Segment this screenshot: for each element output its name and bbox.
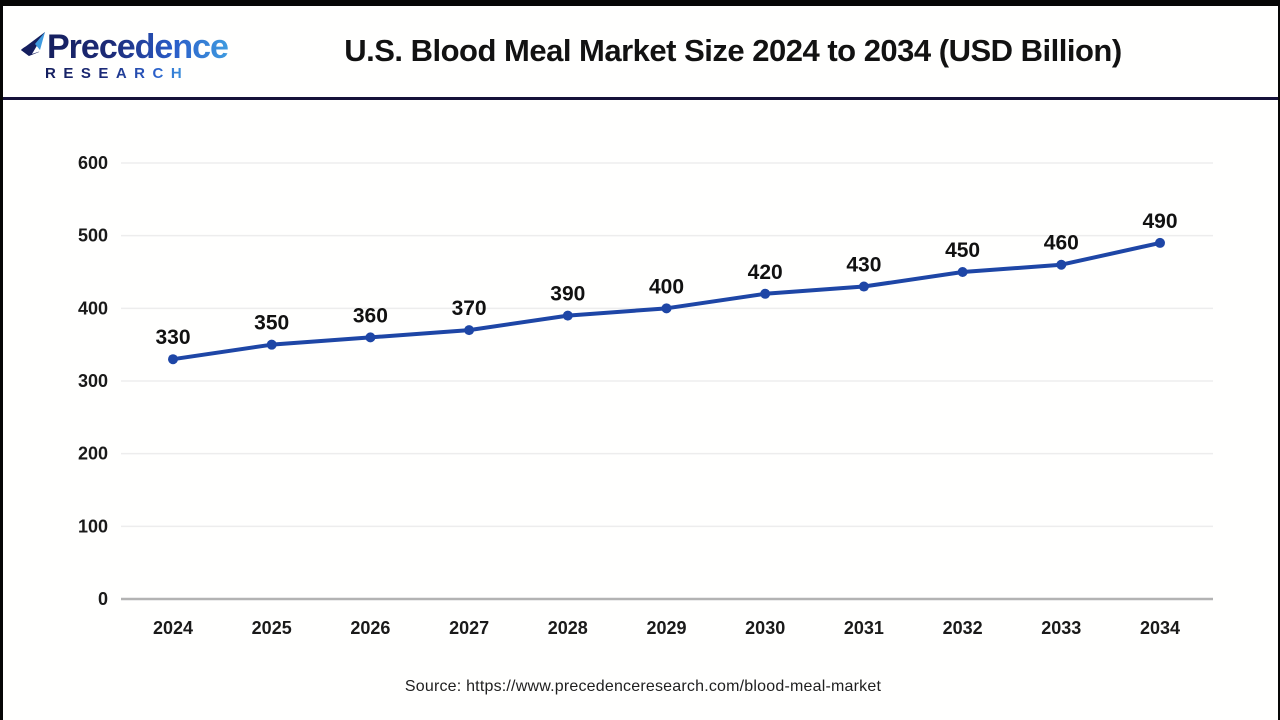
y-tick-label: 400 [78, 298, 108, 318]
x-tick-label: 2024 [153, 618, 193, 638]
x-tick-label: 2032 [943, 618, 983, 638]
x-tick-label: 2025 [252, 618, 292, 638]
data-label: 430 [846, 254, 881, 277]
data-label: 400 [649, 275, 684, 298]
precedence-logo: Precedence RESEARCH [3, 26, 229, 82]
data-label: 370 [452, 297, 487, 320]
x-tick-label: 2034 [1140, 618, 1180, 638]
data-point [1155, 237, 1165, 248]
data-point [957, 267, 968, 277]
header-divider [3, 97, 1278, 100]
source-text: Source: https://www.precedenceresearch.c… [404, 678, 882, 695]
x-tick-label: 2033 [1041, 618, 1081, 638]
y-tick-label: 500 [78, 226, 108, 246]
data-point [858, 281, 869, 292]
data-point [266, 339, 277, 350]
title-wrap: U.S. Blood Meal Market Size 2024 to 2034… [228, 34, 1278, 68]
page-title: U.S. Blood Meal Market Size 2024 to 2034… [344, 33, 1122, 69]
logo-sail-icon [21, 32, 45, 56]
x-tick-label: 2026 [350, 618, 390, 638]
data-point [760, 288, 771, 299]
logo-subtext: RESEARCH [45, 65, 190, 82]
data-point [1056, 259, 1067, 270]
data-point [168, 354, 178, 365]
x-tick-label: 2027 [449, 618, 489, 638]
header: Precedence RESEARCH U.S. Blood Meal Mark… [3, 6, 1278, 97]
data-point [661, 303, 672, 314]
data-label: 330 [155, 326, 190, 349]
data-label: 460 [1044, 232, 1079, 255]
data-point [464, 325, 475, 336]
data-label: 420 [748, 261, 783, 284]
x-tick-label: 2031 [844, 618, 884, 638]
x-tick-label: 2028 [548, 618, 588, 638]
y-tick-label: 0 [98, 589, 108, 609]
chart-area: 0 100 200 300 400 500 600 2024 2025 2026 2027 2028 2… [3, 100, 1278, 720]
data-label: 450 [945, 239, 980, 262]
y-tick-label: 100 [78, 516, 108, 536]
data-label: 390 [550, 283, 585, 306]
line-chart: 0 100 200 300 400 500 600 2024 2025 2026 2027 2028 2… [78, 153, 1213, 638]
x-tick-label: 2030 [745, 618, 785, 638]
y-tick-label: 600 [78, 153, 108, 173]
trend-line [171, 240, 1162, 362]
data-point [365, 332, 376, 343]
logo-row: Precedence [19, 26, 229, 66]
y-tick-label: 300 [78, 371, 108, 391]
x-tick-label: 2029 [646, 618, 686, 638]
y-tick-label: 200 [78, 444, 108, 464]
data-point [562, 310, 573, 321]
data-label: 490 [1142, 210, 1177, 233]
data-label: 360 [353, 304, 388, 327]
logo-text: Precedence [47, 28, 229, 66]
data-label: 350 [254, 312, 289, 335]
